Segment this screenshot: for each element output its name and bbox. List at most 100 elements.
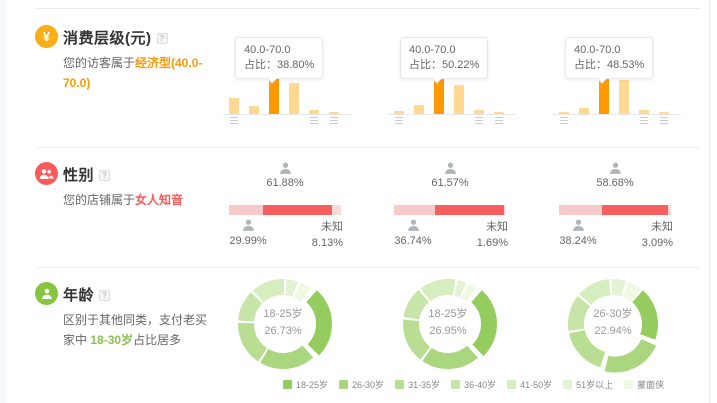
bar[interactable] xyxy=(289,76,299,114)
age-title-text: 年龄 xyxy=(63,287,95,304)
person-icon xyxy=(35,282,58,305)
donut-segment-31-35岁[interactable] xyxy=(403,319,431,360)
bar[interactable] xyxy=(454,76,464,114)
donut-segment-18-25岁[interactable] xyxy=(631,290,658,340)
donut-segment-51岁以上[interactable] xyxy=(454,280,467,298)
unknown-segment[interactable] xyxy=(331,205,341,215)
tooltip-range: 40.0-70.0 xyxy=(574,44,621,56)
donut-segment-蒙面侠[interactable] xyxy=(293,282,311,302)
legend-item[interactable]: 36-40岁 xyxy=(451,378,496,391)
donut-segment-51岁以上[interactable] xyxy=(285,279,298,297)
section-age: 年龄? 区别于其他同类，支付老买家中 18-30岁占比居多 18-25岁 26.… xyxy=(0,268,710,403)
bar-chart[interactable] xyxy=(394,76,514,125)
gender-stacked-bar[interactable] xyxy=(559,205,671,215)
female-segment[interactable] xyxy=(435,205,505,215)
female-person-icon xyxy=(609,162,621,174)
age-help-icon[interactable]: ? xyxy=(99,290,111,301)
bar[interactable] xyxy=(329,76,339,125)
bar[interactable] xyxy=(229,76,239,125)
bar[interactable] xyxy=(599,76,609,114)
female-segment[interactable] xyxy=(601,205,668,215)
bar[interactable] xyxy=(249,76,259,114)
male-segment[interactable] xyxy=(229,205,263,215)
donut-center-category: 18-25岁 xyxy=(428,308,468,320)
donut-segment-蒙面侠[interactable] xyxy=(622,281,641,302)
donut-segment-36-40岁[interactable] xyxy=(568,296,591,332)
donut-chart[interactable]: 18-25岁 26.95% xyxy=(394,270,502,378)
consumption-chart-3: 40.0-70.0 占比：48.53% xyxy=(545,9,705,148)
consumption-chart-2: 40.0-70.0 占比：50.22% xyxy=(380,9,540,148)
bar[interactable] xyxy=(269,76,279,114)
male-segment[interactable] xyxy=(559,205,602,215)
donut-segment-41-50岁[interactable] xyxy=(420,279,456,302)
bar[interactable] xyxy=(639,76,649,125)
legend-item[interactable]: 18-25岁 xyxy=(283,378,328,391)
legend-item[interactable]: 26-30岁 xyxy=(339,378,384,391)
donut-segment-36-40岁[interactable] xyxy=(238,292,263,323)
bar[interactable] xyxy=(559,76,569,125)
axis-tick-marks xyxy=(495,117,503,125)
age-title: 年龄? xyxy=(63,284,111,305)
unknown-stat: 未知 8.13% xyxy=(283,219,343,251)
donut-chart[interactable]: 26-30岁 22.94% xyxy=(559,270,667,378)
bar-chart[interactable] xyxy=(559,76,679,125)
bar[interactable] xyxy=(494,76,504,125)
bar[interactable] xyxy=(434,76,444,114)
bar[interactable] xyxy=(394,76,404,125)
donut-segment-41-50岁[interactable] xyxy=(579,279,611,306)
male-percent: 29.99% xyxy=(229,235,267,247)
page-right-edge xyxy=(709,0,710,403)
page-left-edge xyxy=(0,0,7,403)
donut-segment-18-25岁[interactable] xyxy=(470,290,497,356)
gender-chart-2: 61.57% 36.74% 未知 1.69% xyxy=(380,148,540,268)
donut-segment-26-30岁[interactable] xyxy=(260,345,314,369)
female-percent: 61.88% xyxy=(266,177,304,189)
female-stat: 58.68% xyxy=(559,162,671,189)
axis-tick-marks xyxy=(475,117,483,125)
consumption-subtitle-prefix: 您的访客属于 xyxy=(63,56,136,70)
donut-segment-41-50岁[interactable] xyxy=(252,279,285,303)
unknown-percent: 1.69% xyxy=(476,237,508,249)
consumption-subtitle-highlight: 经济型(40.0-70.0) xyxy=(63,56,203,90)
donut-segment-蒙面侠[interactable] xyxy=(461,283,476,302)
female-stat: 61.88% xyxy=(229,162,341,189)
donut-segment-26-30岁[interactable] xyxy=(422,345,478,369)
bar[interactable] xyxy=(579,76,589,114)
legend-item[interactable]: 41-50岁 xyxy=(507,378,552,391)
donut-segment-51岁以上[interactable] xyxy=(611,279,626,297)
legend-item[interactable]: 31-35岁 xyxy=(395,378,440,391)
donut-chart[interactable]: 18-25岁 26.73% xyxy=(229,270,337,378)
bar-tooltip: 40.0-70.0 占比：38.80% xyxy=(235,37,324,79)
unknown-segment[interactable] xyxy=(667,205,671,215)
donut-segment-26-30岁[interactable] xyxy=(604,338,657,373)
female-person-icon xyxy=(444,162,456,174)
donut-segment-18-25岁[interactable] xyxy=(305,290,332,356)
donut-segment-31-35岁[interactable] xyxy=(569,329,606,368)
gender-help-icon[interactable]: ? xyxy=(99,170,111,181)
legend-swatch xyxy=(339,380,349,389)
male-segment[interactable] xyxy=(394,205,436,215)
female-percent: 61.57% xyxy=(431,177,469,189)
bar-chart[interactable] xyxy=(229,76,349,125)
bar[interactable] xyxy=(414,76,424,114)
axis-tick-marks xyxy=(640,117,648,125)
legend-label: 18-25岁 xyxy=(296,380,329,390)
female-segment[interactable] xyxy=(262,205,332,215)
legend-item[interactable]: 51岁以上 xyxy=(563,378,613,391)
bar[interactable] xyxy=(659,76,669,125)
bar[interactable] xyxy=(619,76,629,114)
female-percent: 58.68% xyxy=(596,177,634,189)
bar[interactable] xyxy=(474,76,484,125)
gender-stacked-bar[interactable] xyxy=(229,205,341,215)
age-chart-1: 18-25岁 26.73% xyxy=(215,268,375,403)
donut-segment-36-40岁[interactable] xyxy=(403,290,430,320)
legend-label: 51岁以上 xyxy=(576,380,614,390)
consumption-help-icon[interactable]: ? xyxy=(156,33,168,44)
legend-item[interactable]: 蒙面侠 xyxy=(624,378,664,391)
gender-stacked-bar[interactable] xyxy=(394,205,506,215)
unknown-segment[interactable] xyxy=(504,205,506,215)
tooltip-share: 占比：38.80% xyxy=(244,59,315,71)
bar[interactable] xyxy=(309,76,319,125)
donut-segment-31-35岁[interactable] xyxy=(238,322,268,362)
unknown-percent: 3.09% xyxy=(641,237,673,249)
